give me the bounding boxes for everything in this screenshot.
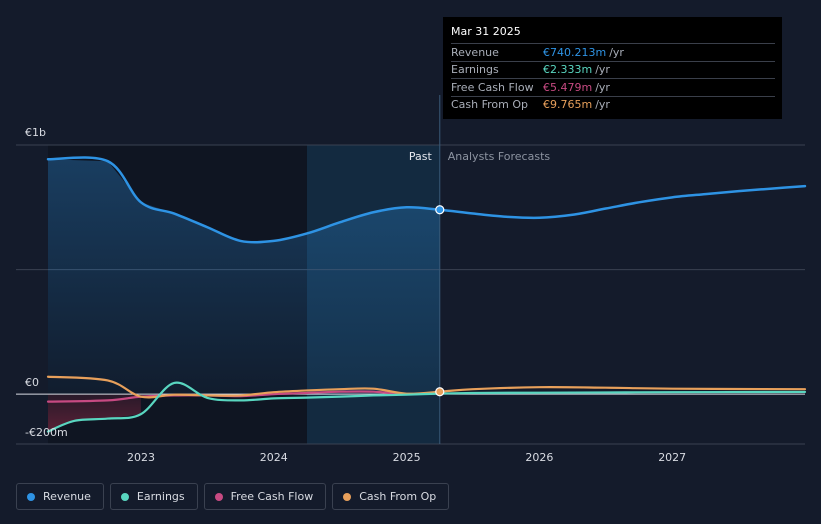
x-tick-label: 2025	[393, 451, 421, 464]
tooltip-value: €740.213m	[543, 45, 607, 59]
tooltip: Mar 31 2025 Revenue €740.213m /yr Earnin…	[443, 17, 782, 119]
tooltip-row-cash-from-op: Cash From Op €9.765m /yr	[451, 95, 775, 114]
legend-label: Cash From Op	[359, 490, 437, 503]
x-tick-label: 2024	[260, 451, 288, 464]
y-tick-label: €1b	[25, 126, 46, 139]
legend-label: Revenue	[43, 490, 91, 503]
y-tick-label: €0	[25, 376, 39, 389]
tooltip-label: Free Cash Flow	[451, 80, 534, 94]
x-tick-label: 2026	[525, 451, 553, 464]
x-tick-label: 2023	[127, 451, 155, 464]
x-tick-label: 2027	[658, 451, 686, 464]
tooltip-value: €2.333m	[543, 63, 593, 77]
tooltip-unit: /yr	[595, 98, 610, 112]
legend-dot-icon	[27, 492, 35, 501]
legend-label: Earnings	[136, 490, 185, 503]
tooltip-row-revenue: Revenue €740.213m /yr	[451, 43, 775, 61]
tooltip-label: Revenue	[451, 45, 499, 59]
tooltip-label: Cash From Op	[451, 98, 529, 112]
tooltip-unit: /yr	[595, 80, 610, 94]
revenue-area	[48, 159, 440, 395]
tooltip-value: €5.479m	[543, 80, 593, 94]
earnings-negative-area	[48, 394, 141, 432]
legend: Revenue Earnings Free Cash Flow Cash Fro…	[16, 483, 450, 510]
marker-cash-from-op	[435, 387, 445, 397]
tooltip-unit: /yr	[595, 63, 610, 77]
tooltip-row-earnings: Earnings €2.333m /yr	[451, 60, 775, 79]
series-line-earnings	[46, 381, 807, 433]
marker-revenue	[435, 205, 445, 215]
tooltip-row-free-cash-flow: Free Cash Flow €5.479m /yr	[451, 78, 775, 96]
legend-dot-icon	[120, 492, 129, 501]
legend-item-cash-from-op[interactable]: Cash From Op	[332, 483, 450, 510]
legend-label: Free Cash Flow	[230, 490, 314, 503]
legend-item-free-cash-flow[interactable]: Free Cash Flow	[203, 483, 327, 510]
legend-item-revenue[interactable]: Revenue	[16, 483, 104, 510]
y-tick-label: -€200m	[25, 426, 68, 439]
tooltip-label: Earnings	[451, 63, 499, 77]
series-line-cash-from-op	[46, 375, 807, 399]
legend-dot-icon	[214, 492, 223, 501]
legend-dot-icon	[343, 492, 352, 501]
legend-item-earnings[interactable]: Earnings	[109, 483, 198, 510]
forecast-label: Analysts Forecasts	[448, 150, 551, 163]
tooltip-unit: /yr	[609, 45, 624, 59]
tooltip-value: €9.765m	[543, 98, 593, 112]
tooltip-date: Mar 31 2025	[451, 25, 521, 38]
past-label: Past	[409, 150, 433, 163]
